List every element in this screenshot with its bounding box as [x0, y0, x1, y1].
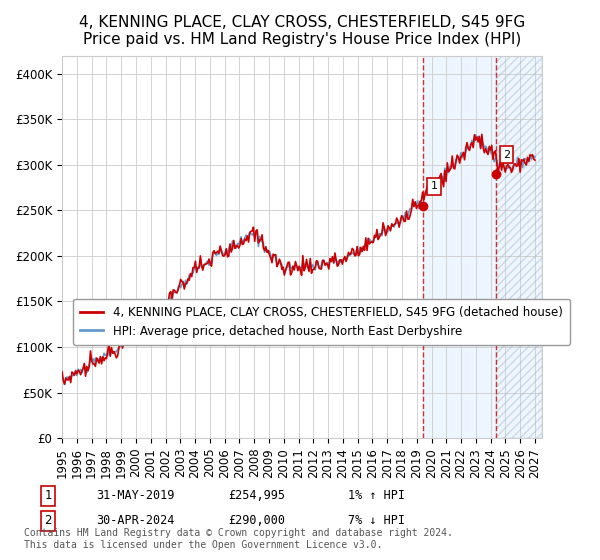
Text: 2: 2 — [503, 150, 510, 160]
Text: Contains HM Land Registry data © Crown copyright and database right 2024.
This d: Contains HM Land Registry data © Crown c… — [24, 528, 453, 550]
Text: 1: 1 — [430, 181, 437, 192]
Text: 7% ↓ HPI: 7% ↓ HPI — [348, 514, 405, 528]
Text: 1: 1 — [44, 489, 52, 502]
Text: 2: 2 — [44, 514, 52, 528]
Text: £254,995: £254,995 — [228, 489, 285, 502]
Title: 4, KENNING PLACE, CLAY CROSS, CHESTERFIELD, S45 9FG
Price paid vs. HM Land Regis: 4, KENNING PLACE, CLAY CROSS, CHESTERFIE… — [79, 15, 526, 48]
Text: 1% ↑ HPI: 1% ↑ HPI — [348, 489, 405, 502]
Text: 31-MAY-2019: 31-MAY-2019 — [96, 489, 175, 502]
Text: £290,000: £290,000 — [228, 514, 285, 528]
Text: 30-APR-2024: 30-APR-2024 — [96, 514, 175, 528]
Bar — [423, 55, 542, 438]
Bar — [496, 55, 542, 438]
Legend: 4, KENNING PLACE, CLAY CROSS, CHESTERFIELD, S45 9FG (detached house), HPI: Avera: 4, KENNING PLACE, CLAY CROSS, CHESTERFIE… — [73, 298, 570, 344]
